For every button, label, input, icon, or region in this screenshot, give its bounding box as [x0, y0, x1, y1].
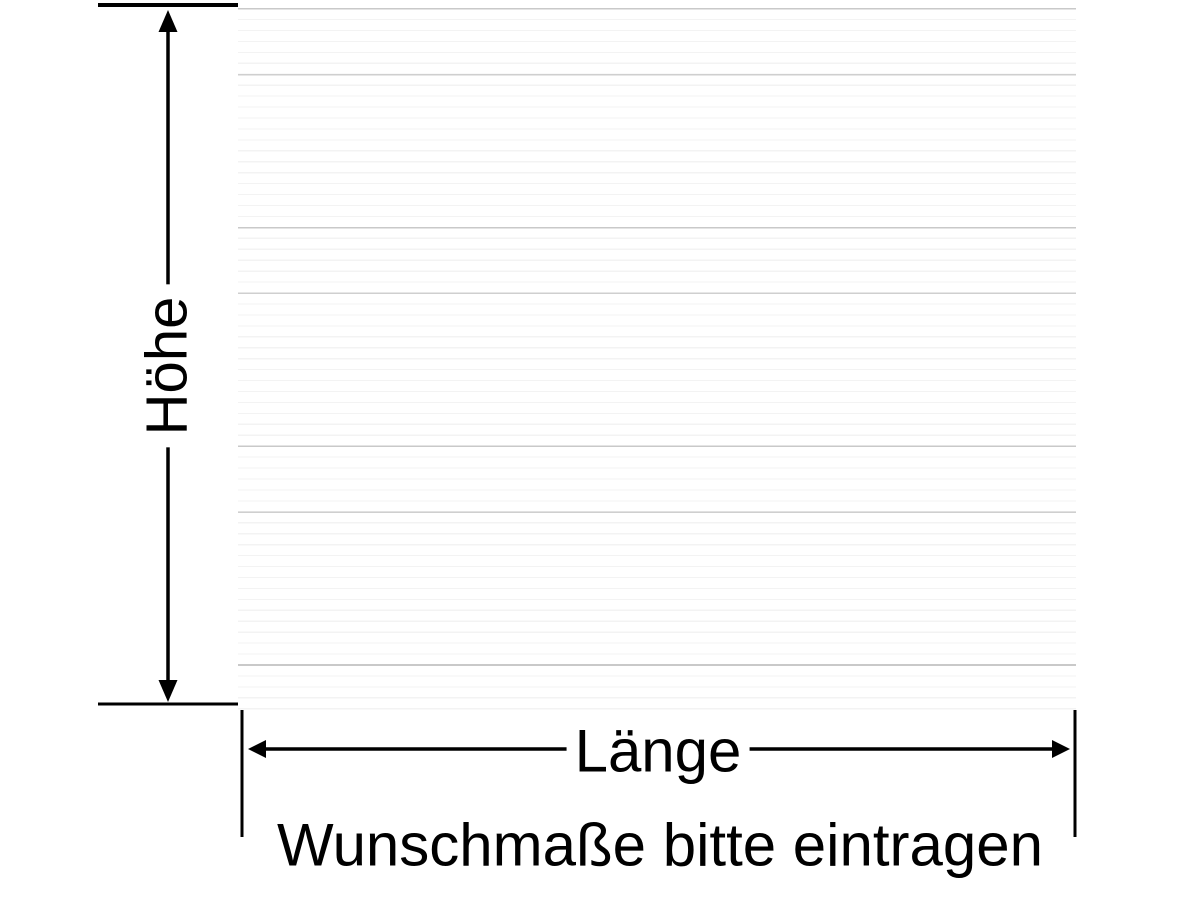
- length-arrowhead-left-icon: [248, 740, 266, 758]
- length-label: Länge: [566, 719, 750, 783]
- length-arrowhead-right-icon: [1052, 740, 1070, 758]
- instruction-text: Wunschmaße bitte eintragen: [277, 811, 1043, 879]
- height-arrowhead-bottom-icon: [158, 680, 178, 702]
- product-panel-image: [238, 8, 1076, 711]
- height-label: Höhe: [135, 284, 200, 448]
- height-arrowhead-top-icon: [158, 10, 178, 32]
